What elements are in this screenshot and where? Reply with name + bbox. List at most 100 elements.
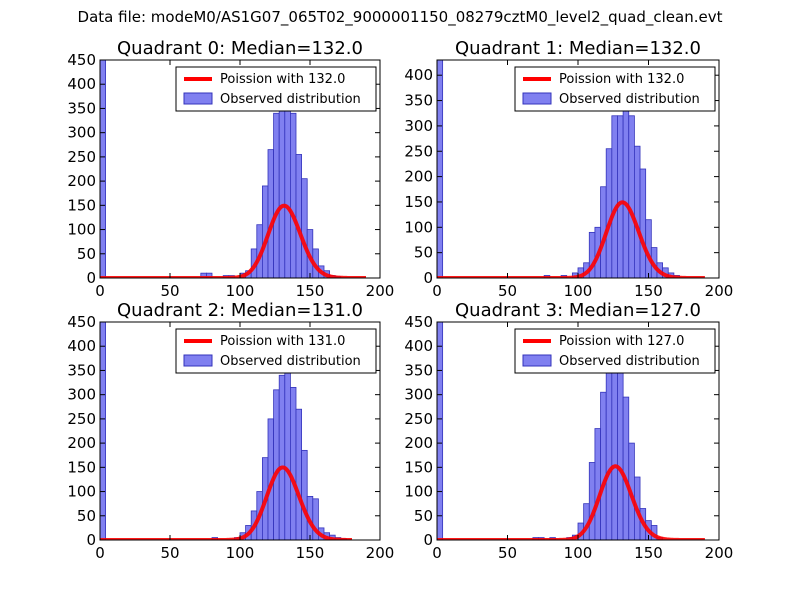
y-tick-label: 50 bbox=[414, 507, 433, 525]
histogram-bar bbox=[295, 154, 302, 278]
x-tick-label: 100 bbox=[564, 544, 593, 562]
histogram-bar bbox=[437, 60, 444, 278]
y-tick-label: 300 bbox=[67, 124, 96, 142]
histogram-bar bbox=[617, 115, 624, 278]
histogram-bar bbox=[284, 362, 291, 540]
y-tick-label: 0 bbox=[423, 531, 433, 549]
x-tick-label: 200 bbox=[705, 544, 734, 562]
y-tick-label: 300 bbox=[404, 386, 433, 404]
legend-label-poisson: Poission with 132.0 bbox=[220, 72, 345, 87]
y-tick-label: 300 bbox=[404, 117, 433, 135]
x-tick-label: 0 bbox=[432, 544, 442, 562]
histogram-bar bbox=[611, 357, 618, 540]
y-tick-label: 350 bbox=[67, 99, 96, 117]
y-tick-label: 250 bbox=[67, 148, 96, 166]
y-tick-label: 250 bbox=[404, 410, 433, 428]
y-tick-label: 200 bbox=[67, 434, 96, 452]
y-tick-label: 350 bbox=[67, 361, 96, 379]
x-tick-label: 50 bbox=[498, 282, 517, 300]
legend-label-histogram: Observed distribution bbox=[559, 92, 700, 107]
y-tick-label: 150 bbox=[404, 458, 433, 476]
histogram-bar bbox=[437, 322, 444, 540]
y-tick-label: 400 bbox=[67, 75, 96, 93]
y-tick-label: 250 bbox=[67, 410, 96, 428]
histogram-bar bbox=[278, 374, 286, 540]
histogram-bar bbox=[273, 112, 280, 278]
y-tick-label: 450 bbox=[67, 51, 96, 69]
y-tick-label: 450 bbox=[67, 313, 96, 331]
x-tick-label: 0 bbox=[95, 282, 105, 300]
y-tick-label: 300 bbox=[67, 386, 96, 404]
x-tick-label: 50 bbox=[160, 282, 179, 300]
y-tick-label: 200 bbox=[404, 434, 433, 452]
histogram-bar bbox=[628, 115, 635, 278]
y-tick-label: 0 bbox=[86, 269, 96, 287]
y-tick-label: 100 bbox=[67, 221, 96, 239]
y-tick-label: 400 bbox=[404, 66, 433, 84]
y-tick-label: 400 bbox=[404, 337, 433, 355]
y-tick-label: 100 bbox=[67, 483, 96, 501]
y-tick-label: 50 bbox=[77, 507, 96, 525]
histogram-bar bbox=[600, 391, 607, 540]
histogram-bar bbox=[289, 112, 297, 278]
legend-label-histogram: Observed distribution bbox=[220, 354, 361, 369]
histogram-bar bbox=[267, 149, 274, 278]
legend-label-histogram: Observed distribution bbox=[220, 92, 361, 107]
legend-swatch-histogram bbox=[183, 354, 213, 367]
legend-swatch-histogram bbox=[522, 354, 552, 367]
y-tick-label: 50 bbox=[77, 245, 96, 263]
histogram-bar bbox=[622, 97, 630, 278]
y-tick-label: 350 bbox=[404, 361, 433, 379]
x-tick-label: 50 bbox=[498, 544, 517, 562]
y-tick-label: 100 bbox=[404, 483, 433, 501]
histogram-bar bbox=[100, 322, 106, 540]
histogram-bar bbox=[622, 396, 630, 540]
histogram-bar bbox=[278, 108, 286, 278]
y-tick-label: 100 bbox=[404, 218, 433, 236]
y-tick-label: 200 bbox=[67, 172, 96, 190]
poisson-curve bbox=[100, 203, 367, 278]
histogram-bar bbox=[617, 365, 624, 540]
histogram-bar bbox=[284, 91, 291, 278]
x-tick-label: 150 bbox=[634, 544, 663, 562]
x-tick-label: 150 bbox=[296, 544, 325, 562]
histogram-bar bbox=[639, 168, 647, 278]
plot-title-1: Quadrant 1: Median=132.0 bbox=[455, 38, 701, 59]
legend-swatch-histogram bbox=[183, 92, 213, 105]
x-tick-label: 100 bbox=[226, 544, 255, 562]
histogram-bar bbox=[312, 498, 319, 540]
histogram-bar bbox=[289, 386, 297, 540]
x-tick-label: 200 bbox=[705, 282, 734, 300]
poisson-curve bbox=[437, 200, 706, 278]
legend-label-poisson: Poission with 127.0 bbox=[559, 334, 684, 349]
legend-label-poisson: Poission with 131.0 bbox=[220, 334, 345, 349]
y-tick-label: 200 bbox=[404, 168, 433, 186]
histogram-bar bbox=[605, 357, 613, 540]
y-tick-label: 400 bbox=[67, 337, 96, 355]
y-tick-label: 50 bbox=[414, 244, 433, 262]
histogram-bar bbox=[301, 178, 308, 278]
y-tick-label: 0 bbox=[86, 531, 96, 549]
y-tick-label: 150 bbox=[67, 196, 96, 214]
histogram-bar bbox=[295, 408, 302, 540]
y-tick-label: 250 bbox=[404, 142, 433, 160]
plot-title-2: Quadrant 2: Median=131.0 bbox=[117, 300, 363, 321]
histogram-bar bbox=[605, 148, 613, 278]
x-tick-label: 200 bbox=[366, 282, 395, 300]
poisson-curve bbox=[437, 464, 706, 540]
x-tick-label: 100 bbox=[226, 282, 255, 300]
figure-suptitle: Data file: modeM0/AS1G07_065T02_90000011… bbox=[77, 8, 723, 26]
y-tick-label: 0 bbox=[423, 269, 433, 287]
legend-label-histogram: Observed distribution bbox=[559, 354, 700, 369]
histogram-bar bbox=[100, 60, 106, 278]
legend-swatch-histogram bbox=[522, 92, 552, 105]
x-tick-label: 150 bbox=[296, 282, 325, 300]
x-tick-label: 0 bbox=[95, 544, 105, 562]
y-tick-label: 150 bbox=[67, 458, 96, 476]
x-tick-label: 100 bbox=[564, 282, 593, 300]
histogram-bar bbox=[634, 145, 641, 278]
plot-title-0: Quadrant 0: Median=132.0 bbox=[117, 38, 363, 59]
histogram-bar bbox=[611, 115, 618, 278]
